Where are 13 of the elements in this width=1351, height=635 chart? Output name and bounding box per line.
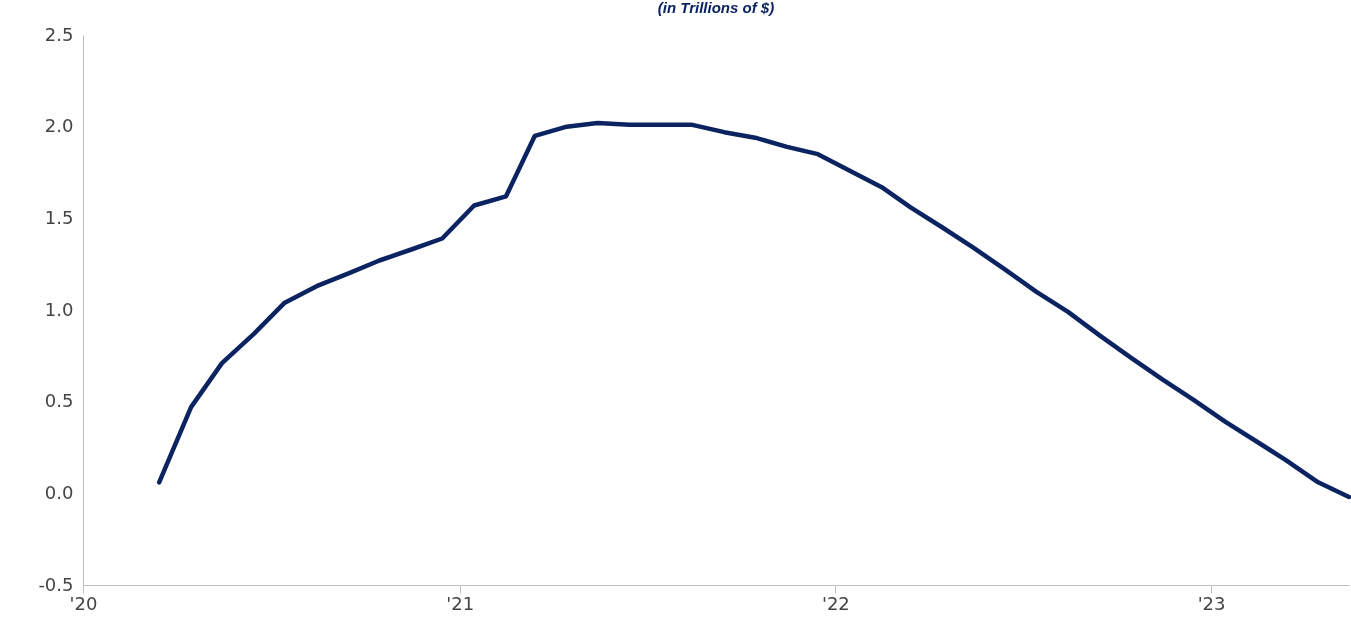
x-tick-label: '22	[821, 592, 850, 614]
y-tick-label: 2.5	[44, 23, 74, 45]
y-tick-label: -0.5	[38, 573, 74, 595]
y-tick-label: 1.5	[44, 206, 74, 228]
y-tick-label: 1.0	[44, 298, 74, 320]
line-series	[156, 120, 1351, 500]
y-tick-label: 2.0	[44, 115, 74, 137]
y-tick-label: 0.0	[44, 481, 74, 503]
chart-subtitle: (in Trillions of $)	[657, 0, 775, 16]
x-tick-label: '20	[69, 592, 98, 614]
y-tick-label: 0.5	[44, 390, 74, 412]
x-tick-label: '23	[1197, 592, 1226, 614]
x-tick-label: '21	[446, 592, 475, 614]
